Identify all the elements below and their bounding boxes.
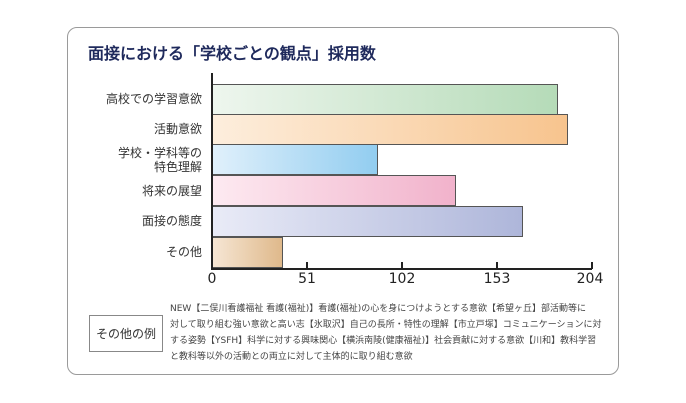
chart-title: 面接における「学校ごとの観点」採用数 [88, 44, 376, 63]
category-label: 面接の態度 [141, 214, 202, 228]
note-line: NEW【二俣川看護福祉 看護(福祉)】看護(福祉)の心を身につけようとする意欲【… [170, 304, 586, 314]
other-examples-text: NEW【二俣川看護福祉 看護(福祉)】看護(福祉)の心を身につけようとする意欲【… [170, 301, 610, 365]
x-tick [591, 262, 593, 269]
x-tick [401, 262, 403, 269]
note-line: する姿勢【YSFH】科学に対する興味関心【横浜南陵(健康福祉)】社会貢献に対する… [170, 336, 597, 346]
bar [212, 144, 378, 175]
category-label: 高校での学習意欲 [105, 92, 202, 106]
note-line: と教科等以外の活動との両立に対して主体的に取り組む意欲 [170, 352, 413, 362]
bar [212, 84, 558, 115]
category-label: 活動意欲 [153, 122, 202, 136]
other-examples-label: その他の例 [89, 315, 163, 352]
x-tick-label: 102 [388, 271, 416, 287]
bar [212, 114, 568, 145]
bar [212, 206, 523, 237]
category-label: その他 [165, 245, 202, 259]
y-axis [211, 73, 213, 270]
x-tick [496, 262, 498, 269]
category-label: 将来の展望 [141, 184, 202, 198]
x-tick-label: 153 [483, 271, 511, 287]
x-tick [306, 262, 308, 269]
x-tick-label: 204 [576, 271, 604, 287]
bar [212, 237, 283, 268]
x-tick-label: 51 [298, 271, 316, 287]
bar [212, 175, 456, 206]
note-line: 対して取り組む強い意欲と高い志【氷取沢】自己の長所・特性の理解【市立戸塚】コミュ… [170, 320, 602, 330]
x-tick-label: 0 [207, 271, 217, 287]
category-label: 学校・学科等の 特色理解 [118, 146, 202, 174]
category-label-line: 学校・学科等の [117, 146, 202, 160]
category-label-line: 特色理解 [153, 160, 202, 174]
